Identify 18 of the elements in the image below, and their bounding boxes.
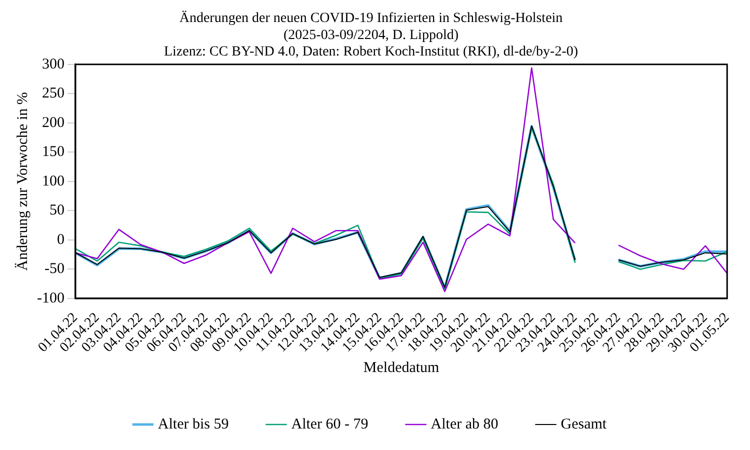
y-tick-label: 150 bbox=[42, 144, 64, 160]
legend-label: Alter ab 80 bbox=[430, 416, 498, 432]
text: (2025-03-09/2204, D. Lippold) bbox=[284, 28, 458, 43]
text: Lizenz: CC BY-ND 4.0, Daten: Robert Koch-Institut (RKI), dl-de/by-2-0) bbox=[164, 44, 578, 60]
y-tick-label: 0 bbox=[56, 232, 64, 248]
y-tick-label: 300 bbox=[42, 56, 64, 72]
legend-label: Alter 60 - 79 bbox=[291, 416, 368, 432]
y-tick-label: 100 bbox=[42, 173, 64, 190]
legend-label: Alter bis 59 bbox=[158, 416, 229, 432]
y-tick-label: 250 bbox=[42, 86, 64, 102]
y-tick-label: -50 bbox=[44, 261, 64, 278]
x-axis-title: Meldedatum bbox=[363, 360, 440, 376]
y-tick-label: -100 bbox=[36, 290, 64, 306]
y-tick-label: 50 bbox=[49, 202, 64, 219]
legend-label: Gesamt bbox=[560, 416, 608, 432]
text: Änderungen der neuen COVID-19 Infizierten in Schleswig-Holstein bbox=[179, 11, 563, 26]
y-tick-label: 200 bbox=[42, 114, 64, 131]
y-axis-title: Änderung zur Vorwoche in % bbox=[14, 92, 31, 271]
